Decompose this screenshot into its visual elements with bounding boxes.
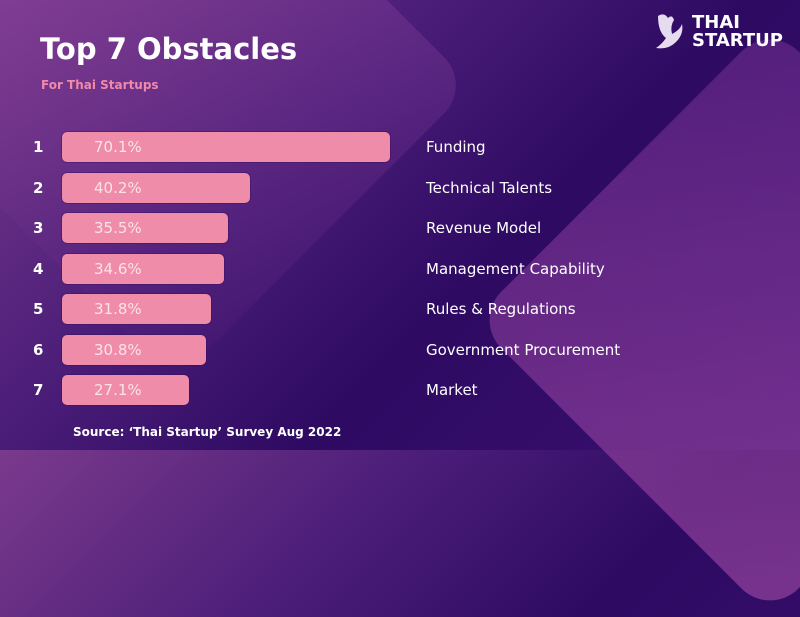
chart-row: 7 27.1% Market [0,375,800,405]
category-label: Technical Talents [426,178,553,197]
value-label: 27.1% [94,381,142,399]
category-label: Rules & Regulations [426,300,576,318]
category-label: Funding [426,138,486,156]
rank-label: 6 [33,340,44,359]
bar [62,132,390,162]
value-label: 31.8% [94,300,142,318]
category-label: Revenue Model [426,219,542,237]
thai-startup-logo: THAI STARTUP [652,12,783,52]
logo-text-line2: STARTUP [692,30,783,51]
bar [62,253,224,284]
bar [62,172,250,203]
chart-row: 5 31.8% Rules & Regulations [0,294,800,324]
category-label: Management Capability [426,259,605,278]
fish-logo-icon [656,14,683,49]
logo-text-line1: THAI [692,12,740,33]
category-label: Government Procurement [426,340,621,359]
bar [62,334,206,365]
rank-label: 5 [33,300,44,318]
page-title: Top 7 Obstacles [40,32,298,66]
bar [62,375,189,405]
bar [62,213,228,243]
chart-row: 3 35.5% Revenue Model [0,213,800,243]
chart-row: 1 70.1% Funding [0,132,800,162]
value-label: 35.5% [94,219,142,237]
source-note: Source: ‘Thai Startup’ Survey Aug 2022 [73,425,342,439]
value-label: 30.8% [94,340,142,359]
rank-label: 2 [33,178,44,197]
chart-row: 6 30.8% Government Procurement [0,334,800,365]
value-label: 70.1% [94,138,142,156]
bar [62,294,211,324]
rank-label: 7 [33,381,44,399]
chart-row: 2 40.2% Technical Talents [0,172,800,203]
category-label: Market [426,381,478,399]
chart-row: 4 34.6% Management Capability [0,253,800,284]
rank-label: 3 [33,219,44,237]
page-subtitle: For Thai Startups [41,78,159,92]
rank-label: 4 [33,259,44,278]
rank-label: 1 [33,138,44,156]
value-label: 40.2% [94,178,142,197]
value-label: 34.6% [94,259,142,278]
